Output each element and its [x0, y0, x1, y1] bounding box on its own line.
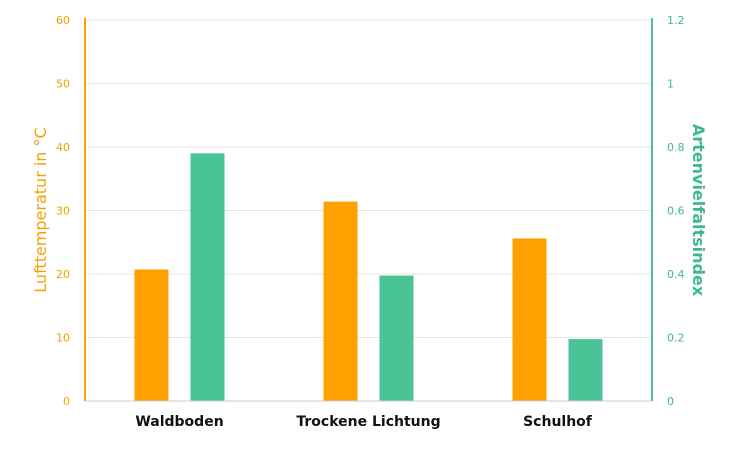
- axes: [84, 18, 653, 402]
- y-left-tick-label: 60: [56, 14, 70, 27]
- bars: [134, 153, 603, 401]
- category-labels: Waldboden Trockene Lichtung Schulhof: [135, 414, 592, 430]
- y-left-tick-label: 0: [63, 395, 70, 408]
- y-right-tick-label: 1.2: [667, 14, 685, 27]
- bar-right-0: [190, 153, 225, 401]
- y-right-tick-label: 0.8: [667, 141, 685, 154]
- bar-left-1: [323, 201, 358, 401]
- y-right-tick-label: 0: [667, 395, 674, 408]
- category-label: Trockene Lichtung: [296, 414, 440, 430]
- y-right-tick-label: 1: [667, 78, 674, 91]
- y-left-tick-label: 20: [56, 268, 70, 281]
- y-axis-right-label: Artenvielfaltsindex: [689, 124, 708, 297]
- y-left-tick-label: 10: [56, 332, 70, 345]
- tick-labels: 0 0 10 0.2 20 0.4 30 0.6 40 0.8 50 1 60 1.2: [56, 14, 685, 408]
- category-label: Waldboden: [135, 414, 223, 430]
- y-left-tick-label: 30: [56, 205, 70, 218]
- bar-right-1: [379, 275, 414, 401]
- y-right-tick-label: 0.6: [667, 205, 685, 218]
- bar-left-2: [512, 238, 547, 401]
- y-left-tick-label: 50: [56, 78, 70, 91]
- grid-lines: [85, 19, 652, 338]
- y-right-tick-label: 0.2: [667, 332, 685, 345]
- bar-right-2: [568, 339, 603, 401]
- y-axis-left-label: Lufttemperatur in °C: [31, 127, 50, 292]
- y-left-tick-label: 40: [56, 141, 70, 154]
- y-right-tick-label: 0.4: [667, 268, 685, 281]
- category-label: Schulhof: [523, 414, 593, 430]
- bar-left-0: [134, 269, 169, 401]
